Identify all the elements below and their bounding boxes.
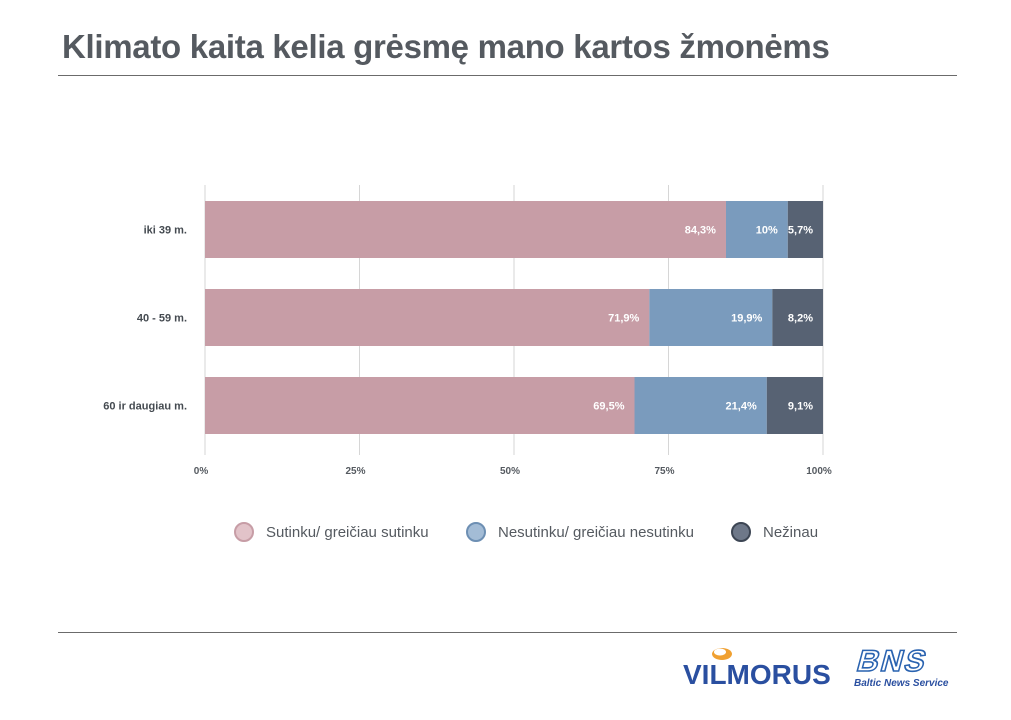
data-label: 21,4%	[726, 401, 757, 413]
vilmorus-logo: VILMORUS	[683, 648, 831, 690]
data-label: 10%	[756, 225, 778, 237]
data-label: 71,9%	[608, 313, 639, 325]
x-tick-label: 50%	[500, 466, 520, 477]
vilmorus-logo-swoosh-inner	[714, 648, 726, 656]
bns-logo-text: BNS	[853, 646, 931, 678]
bar-segment	[787, 201, 823, 258]
category-label: 40 - 59 m.	[137, 313, 187, 325]
top-divider	[58, 75, 957, 76]
data-label: 69,5%	[593, 401, 624, 413]
data-label: 8,2%	[788, 313, 813, 325]
legend-item-agree: Sutinku/ greičiau sutinku	[234, 522, 429, 542]
data-label: 19,9%	[731, 313, 762, 325]
legend-item-dont-know: Nežinau	[731, 522, 818, 542]
legend-label-disagree: Nesutinku/ greičiau nesutinku	[498, 523, 694, 541]
legend-swatch-disagree	[466, 522, 486, 542]
bar-segment	[725, 201, 788, 258]
bar-segment	[634, 377, 767, 434]
data-label: 84,3%	[685, 225, 716, 237]
data-label: 5,7%	[788, 225, 813, 237]
bns-logo-tagline: Baltic News Service	[854, 678, 949, 688]
legend-swatch-agree	[234, 522, 254, 542]
stacked-bar-chart: 0% 25% 50% 75% 100% iki 39 m. 84,3% 10% 5,7% 40 -…	[103, 185, 832, 477]
bar-segment	[205, 377, 635, 434]
x-tick-label: 25%	[345, 466, 365, 477]
bns-logo: BNS Baltic News Service	[853, 646, 956, 688]
x-tick-label: 100%	[806, 466, 832, 477]
legend-label-agree: Sutinku/ greičiau sutinku	[266, 523, 429, 541]
chart-legend: Sutinku/ greičiau sutinku Nesutinku/ gre…	[0, 522, 1011, 552]
bar-segment	[205, 289, 650, 346]
bottom-divider	[58, 632, 957, 633]
legend-item-disagree: Nesutinku/ greičiau nesutinku	[466, 522, 694, 542]
category-label: 60 ir daugiau m.	[103, 401, 187, 413]
bar-segment	[772, 289, 823, 346]
bar-segment	[649, 289, 773, 346]
page-title: Klimato kaita kelia grėsmę mano kartos ž…	[62, 28, 830, 65]
category-label: iki 39 m.	[144, 225, 187, 237]
x-tick-label: 0%	[194, 466, 209, 477]
legend-label-dont-know: Nežinau	[763, 523, 819, 541]
bar-segment	[766, 377, 823, 434]
bar-segment	[205, 201, 726, 258]
vilmorus-logo-text: VILMORUS	[683, 659, 831, 690]
bns-logo-bg	[857, 648, 956, 672]
x-tick-label: 75%	[654, 466, 674, 477]
legend-swatch-dont-know	[731, 522, 751, 542]
data-label: 9,1%	[788, 401, 813, 413]
